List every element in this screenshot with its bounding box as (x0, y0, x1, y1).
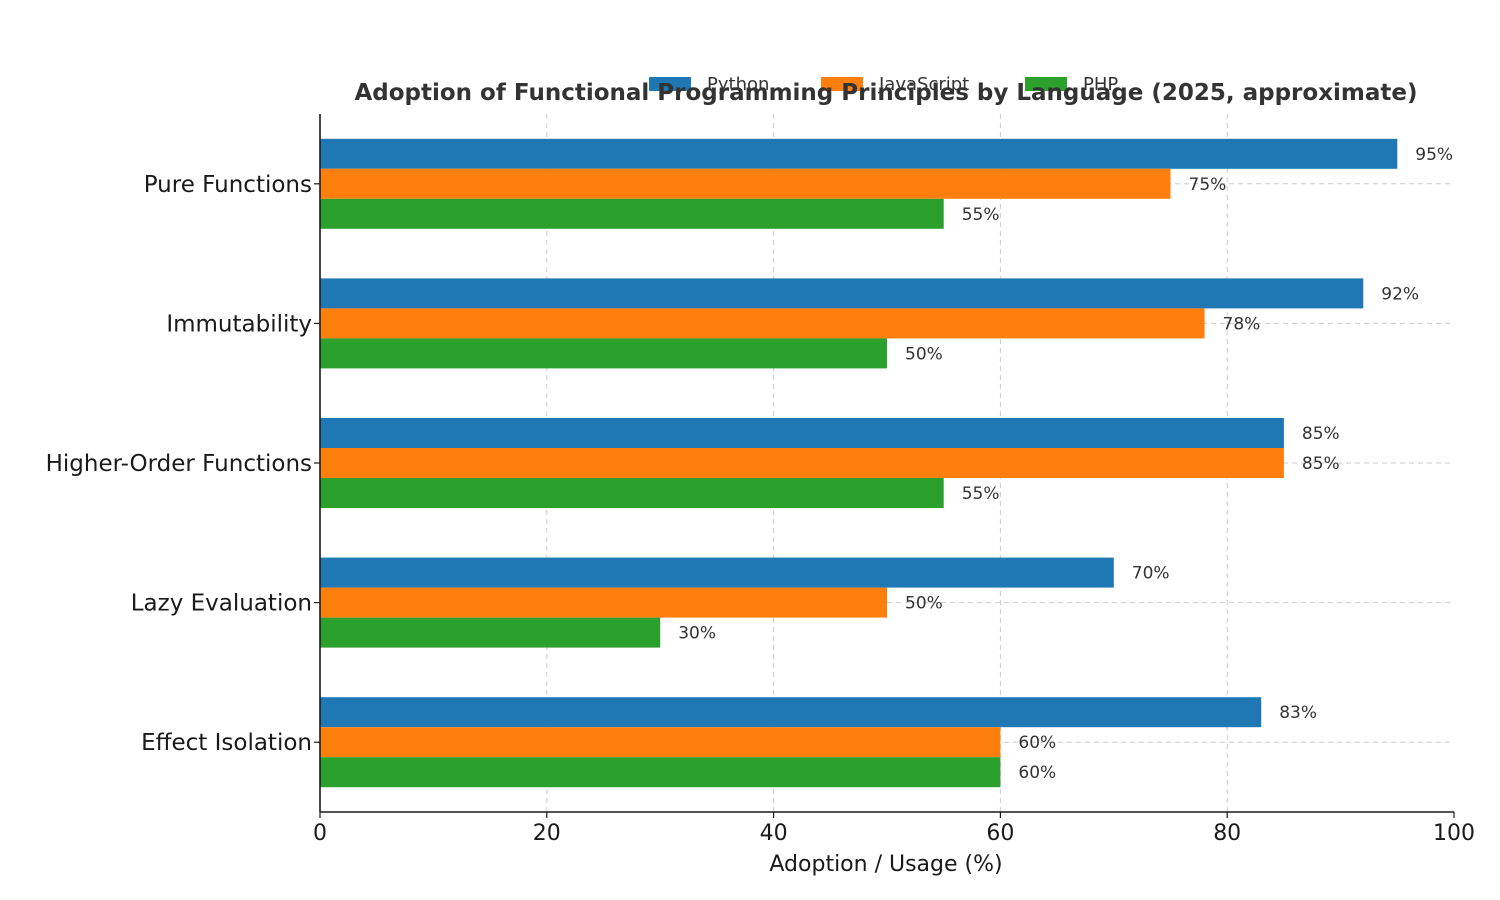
bar-php (320, 757, 1001, 788)
x-tick-label: 20 (533, 821, 561, 846)
value-label: 55% (962, 205, 1000, 225)
value-label: 30% (678, 624, 716, 644)
x-tick-label: 40 (760, 821, 788, 846)
value-label: 92% (1381, 284, 1419, 304)
bar-javascript (320, 727, 1001, 758)
x-tick-label: 60 (986, 821, 1014, 846)
bars (320, 138, 1398, 788)
bar-php (320, 478, 944, 508)
value-label: 50% (905, 594, 943, 614)
legend-label: Python (707, 74, 769, 95)
value-labels: 95% 75% 55% 92% 78% 50% 85% 85% 55% 70% 50% 30% 83% 6… (678, 145, 1453, 783)
bar-javascript (320, 448, 1284, 478)
bar-python (320, 278, 1364, 309)
x-tick-label: 0 (313, 821, 327, 846)
value-label: 83% (1279, 703, 1317, 723)
bar-python (320, 138, 1398, 169)
bar-python (320, 557, 1114, 588)
bar-javascript (320, 308, 1205, 339)
value-label: 60% (1018, 733, 1056, 753)
bar-javascript (320, 587, 887, 618)
value-label: 95% (1415, 145, 1453, 165)
category-label: Lazy Evaluation (131, 591, 312, 617)
category-label: Higher-Order Functions (46, 451, 312, 477)
value-label: 78% (1223, 314, 1261, 334)
value-label: 70% (1132, 564, 1170, 584)
bar-javascript (320, 168, 1171, 199)
legend-label: PHP (1083, 74, 1118, 95)
value-label: 55% (962, 484, 1000, 504)
category-label: Effect Isolation (141, 730, 312, 756)
axes: 0 20 40 60 80 100 Pure Functions Immutability Hi… (46, 114, 1475, 846)
x-axis-title: Adoption / Usage (%) (769, 852, 1002, 877)
bar-php (320, 338, 887, 369)
value-label: 85% (1302, 424, 1340, 444)
value-label: 85% (1302, 454, 1340, 474)
bar-python (320, 418, 1284, 448)
legend: Python JavaScript PHP (649, 74, 1118, 95)
chart-title: Adoption of Functional Programming Princ… (354, 80, 1417, 106)
legend-swatch-php (1025, 77, 1067, 91)
value-label: 60% (1018, 763, 1056, 783)
category-label: Immutability (166, 311, 312, 337)
category-label: Pure Functions (144, 172, 312, 198)
bar-php (320, 617, 661, 648)
bar-php (320, 198, 944, 229)
legend-label: JavaScript (878, 74, 969, 95)
legend-swatch-python (649, 77, 691, 91)
x-tick-label: 100 (1433, 821, 1475, 846)
value-label: 75% (1189, 175, 1227, 195)
value-label: 50% (905, 344, 943, 364)
legend-swatch-javascript (821, 77, 863, 91)
bar-python (320, 697, 1262, 728)
x-tick-label: 80 (1213, 821, 1241, 846)
